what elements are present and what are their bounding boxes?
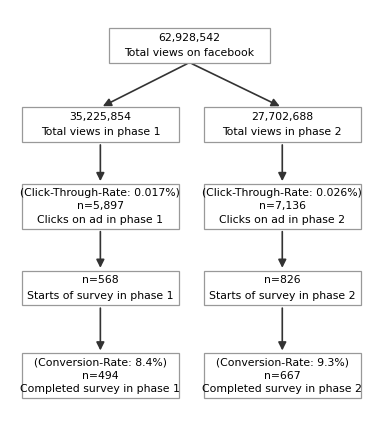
Text: 35,225,854: 35,225,854 — [69, 112, 132, 122]
Text: Starts of survey in phase 1: Starts of survey in phase 1 — [27, 291, 174, 300]
Text: Total views in phase 2: Total views in phase 2 — [222, 128, 342, 137]
Text: n=5,897: n=5,897 — [77, 201, 124, 211]
Text: Total views in phase 1: Total views in phase 1 — [41, 128, 160, 137]
Text: (Click-Through-Rate: 0.026%): (Click-Through-Rate: 0.026%) — [202, 188, 362, 198]
Text: (Conversion-Rate: 8.4%): (Conversion-Rate: 8.4%) — [34, 357, 167, 367]
Bar — [22, 353, 179, 398]
Text: Total views on facebook: Total views on facebook — [124, 48, 255, 58]
Text: n=494: n=494 — [82, 371, 119, 381]
Bar — [204, 108, 360, 142]
Bar — [204, 271, 360, 305]
Text: (Click-Through-Rate: 0.017%): (Click-Through-Rate: 0.017%) — [20, 188, 180, 198]
Text: n=667: n=667 — [264, 371, 301, 381]
Text: n=7,136: n=7,136 — [259, 201, 306, 211]
Text: Completed survey in phase 1: Completed survey in phase 1 — [20, 384, 180, 394]
Text: (Conversion-Rate: 9.3%): (Conversion-Rate: 9.3%) — [216, 357, 349, 367]
Text: Starts of survey in phase 2: Starts of survey in phase 2 — [209, 291, 356, 300]
Bar — [110, 28, 269, 62]
Bar — [22, 184, 179, 229]
Bar — [204, 353, 360, 398]
Bar — [22, 271, 179, 305]
Bar — [22, 108, 179, 142]
Text: Clicks on ad in phase 2: Clicks on ad in phase 2 — [219, 215, 345, 225]
Text: 27,702,688: 27,702,688 — [251, 112, 313, 122]
Text: n=826: n=826 — [264, 275, 301, 286]
Text: Clicks on ad in phase 1: Clicks on ad in phase 1 — [38, 215, 163, 225]
Text: n=568: n=568 — [82, 275, 119, 286]
Text: Completed survey in phase 2: Completed survey in phase 2 — [202, 384, 362, 394]
Bar — [204, 184, 360, 229]
Text: 62,928,542: 62,928,542 — [158, 33, 221, 42]
